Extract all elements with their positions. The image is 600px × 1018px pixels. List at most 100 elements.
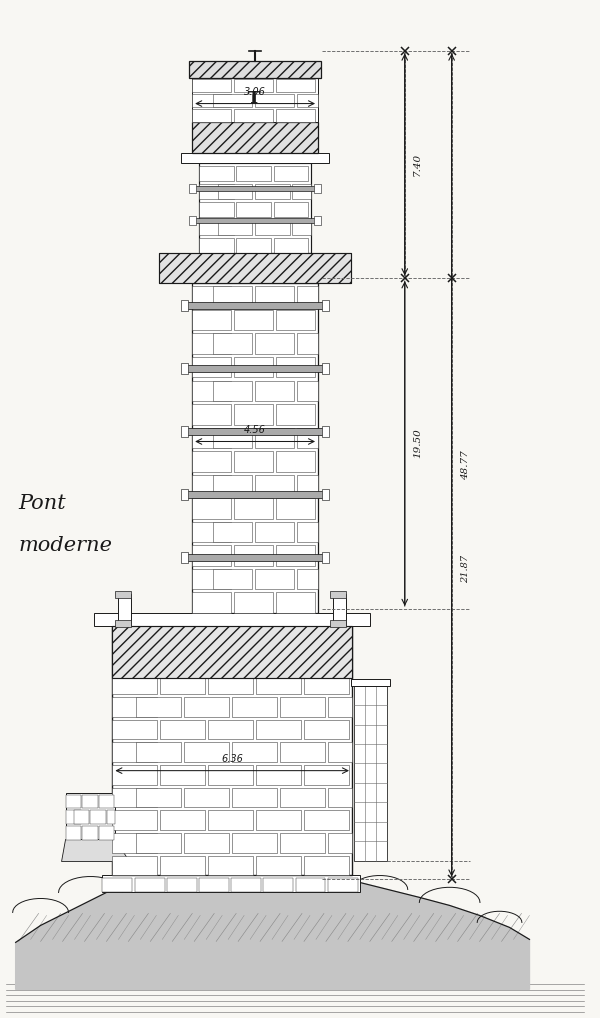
Bar	[160, 810, 205, 830]
Bar	[256, 810, 301, 830]
Bar	[232, 652, 277, 671]
Bar	[255, 522, 294, 543]
Bar	[322, 489, 329, 500]
Bar	[65, 793, 115, 840]
Bar	[297, 334, 318, 354]
Bar	[136, 788, 181, 807]
Bar	[82, 826, 98, 840]
Bar	[192, 404, 231, 425]
Bar	[186, 554, 324, 561]
Bar	[115, 620, 131, 627]
Bar	[112, 697, 157, 717]
Bar	[91, 810, 106, 824]
Bar	[186, 365, 324, 373]
Bar	[274, 238, 308, 253]
Bar	[213, 474, 252, 495]
Bar	[292, 184, 311, 200]
Bar	[276, 546, 315, 566]
Bar	[167, 878, 197, 893]
Bar	[99, 826, 114, 840]
Bar	[276, 404, 315, 425]
Bar	[280, 788, 325, 807]
Bar	[208, 765, 253, 785]
Bar	[280, 652, 325, 671]
Bar	[208, 629, 253, 648]
Bar	[296, 878, 325, 893]
Bar	[115, 590, 131, 598]
Bar	[276, 498, 315, 519]
Bar	[192, 522, 231, 543]
Bar	[186, 491, 324, 498]
Bar	[328, 742, 352, 762]
Bar	[181, 427, 188, 437]
Text: 21.87: 21.87	[461, 556, 470, 583]
Bar	[330, 590, 346, 598]
Bar	[112, 674, 157, 694]
Bar	[234, 404, 273, 425]
Bar	[192, 569, 231, 589]
Bar	[65, 810, 81, 824]
Bar	[194, 218, 316, 223]
Bar	[65, 826, 81, 840]
Text: 19.50: 19.50	[413, 429, 422, 458]
Bar	[256, 629, 301, 648]
Bar	[328, 788, 352, 807]
Bar	[276, 592, 315, 613]
Bar	[314, 184, 321, 193]
Text: 6.36: 6.36	[221, 753, 243, 764]
Bar	[199, 238, 234, 253]
Bar	[192, 283, 318, 613]
Bar	[304, 810, 349, 830]
Bar	[256, 856, 301, 875]
Bar	[304, 765, 349, 785]
Bar	[181, 300, 188, 312]
Bar	[208, 810, 253, 830]
Bar	[192, 498, 231, 519]
Bar	[82, 795, 98, 808]
Bar	[280, 742, 325, 762]
Bar	[304, 674, 349, 694]
Bar	[160, 253, 351, 283]
Bar	[136, 652, 181, 671]
Bar	[256, 720, 301, 739]
Bar	[234, 309, 273, 331]
Bar	[322, 552, 329, 563]
Bar	[236, 166, 271, 181]
Bar	[263, 878, 293, 893]
Bar	[112, 856, 157, 875]
Bar	[189, 184, 196, 193]
Bar	[232, 742, 277, 762]
Bar	[255, 184, 290, 200]
Bar	[118, 593, 131, 626]
Bar	[192, 94, 231, 107]
Bar	[192, 109, 231, 121]
Text: moderne: moderne	[19, 536, 113, 556]
Bar	[194, 185, 316, 191]
Bar	[184, 833, 229, 853]
Bar	[192, 286, 231, 306]
Bar	[276, 109, 315, 121]
Bar	[213, 522, 252, 543]
Bar	[297, 381, 318, 401]
Bar	[192, 381, 231, 401]
Bar	[208, 674, 253, 694]
Bar	[256, 765, 301, 785]
Bar	[199, 166, 234, 181]
Bar	[255, 334, 294, 354]
Bar	[136, 697, 181, 717]
Bar	[192, 451, 231, 471]
Bar	[181, 489, 188, 500]
Bar	[199, 202, 234, 218]
Text: T: T	[248, 91, 260, 107]
Bar	[160, 674, 205, 694]
Bar	[292, 220, 311, 235]
Bar	[192, 309, 231, 331]
Bar	[189, 61, 321, 77]
Bar	[192, 334, 231, 354]
Bar	[112, 720, 157, 739]
Bar	[192, 77, 318, 121]
Bar	[280, 697, 325, 717]
Bar	[107, 810, 115, 824]
Polygon shape	[62, 840, 130, 861]
Bar	[274, 166, 308, 181]
